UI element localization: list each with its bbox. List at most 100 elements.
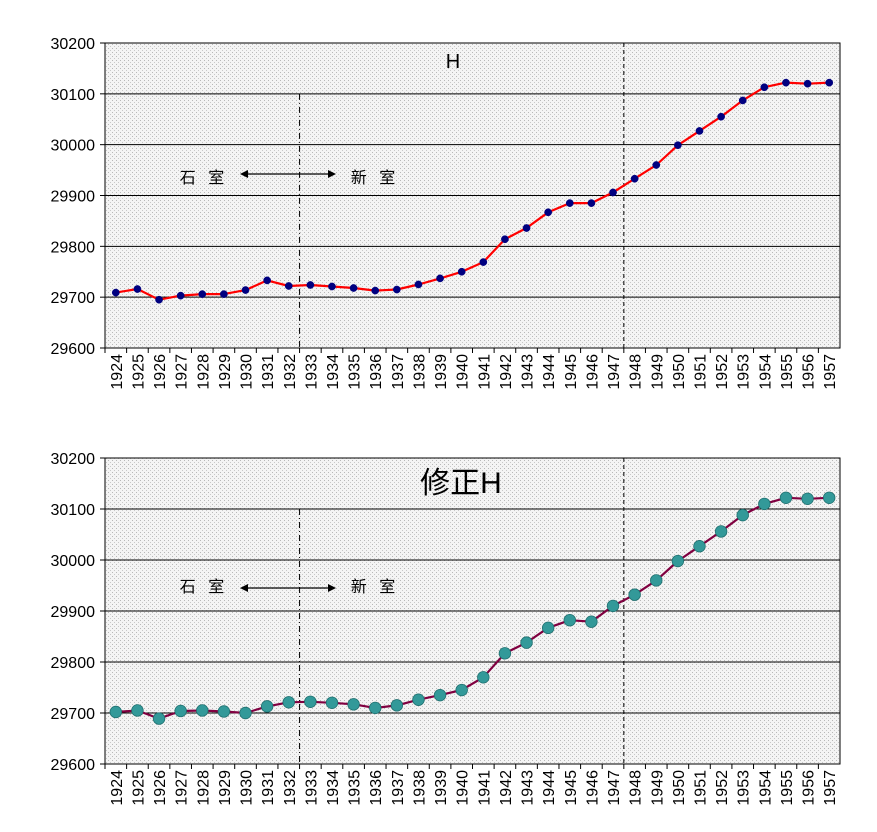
separators-h [299, 43, 625, 348]
data-point [369, 701, 382, 715]
x-tick-label: 1956 [801, 354, 818, 390]
x-tick-label: 1924 [109, 770, 126, 806]
data-point [328, 282, 336, 291]
x-tick-label: 1941 [476, 354, 493, 390]
annotation-stone-room-corrected-h: 石 室 [180, 578, 228, 596]
y-tick-labels-corrected-h: 30200 30100 30000 29900 29800 29700 29600 [51, 451, 96, 774]
data-point [347, 698, 360, 711]
x-tick-label: 1926 [152, 354, 169, 390]
annotation-stone-room-h: 石 室 [180, 169, 228, 187]
data-point [501, 235, 509, 244]
x-tick-label: 1948 [628, 354, 645, 390]
x-tick-label: 1925 [130, 354, 147, 390]
data-point [652, 161, 661, 169]
data-point [392, 285, 401, 294]
x-tick-label: 1948 [628, 770, 645, 806]
data-point [239, 706, 252, 720]
data-point [176, 291, 185, 300]
data-point [306, 281, 315, 289]
x-tick-label: 1927 [174, 354, 191, 390]
x-tick-label: 1928 [195, 354, 212, 390]
annotation-new-room-corrected-h: 新 室 [351, 578, 399, 596]
y-tick-label: 30100 [51, 502, 96, 519]
data-point [390, 699, 404, 712]
x-tick-label: 1947 [606, 354, 623, 390]
data-point [457, 267, 466, 276]
data-point [349, 284, 358, 292]
x-tick-label: 1944 [541, 354, 558, 390]
data-point [220, 290, 228, 298]
data-point [585, 615, 598, 628]
data-point [563, 613, 576, 627]
gridlines-corrected-h [100, 457, 840, 769]
data-point [477, 671, 490, 684]
x-tick-label: 1942 [498, 770, 515, 806]
data-point [131, 704, 144, 717]
x-tick-label: 1955 [779, 354, 796, 390]
data-point [714, 525, 728, 538]
x-tick-label: 1957 [822, 770, 839, 806]
data-point [241, 286, 250, 294]
data-point [738, 96, 747, 105]
x-tick-label: 1947 [606, 770, 623, 806]
y-tick-label: 30000 [51, 138, 96, 155]
data-point [111, 288, 120, 297]
x-tick-label: 1944 [541, 770, 558, 806]
x-tick-labels-corrected-h: 1924 1925 1926 1927 1928 1929 1930 1931 1932 1933… [109, 770, 839, 806]
data-point [628, 588, 641, 601]
data-point [109, 705, 123, 719]
y-tick-label: 30200 [51, 36, 96, 53]
chart-h: 30200 30100 30000 29900 29800 29700 29600 1924… [51, 36, 841, 390]
x-tick-label: 1955 [779, 770, 796, 806]
data-point [630, 174, 639, 183]
x-tick-label: 1935 [347, 354, 364, 390]
data-point [522, 224, 531, 232]
data-point [693, 540, 706, 553]
data-point [479, 258, 488, 266]
x-tick-label: 1929 [217, 354, 234, 390]
x-tick-label: 1939 [433, 354, 450, 390]
data-point [674, 141, 682, 150]
x-tick-label: 1950 [671, 354, 688, 390]
data-point [371, 286, 380, 295]
x-tick-label: 1953 [736, 770, 753, 806]
data-point [436, 274, 444, 283]
x-tick-label: 1940 [455, 354, 472, 390]
x-tick-label: 1942 [498, 354, 515, 390]
x-tick-label: 1946 [584, 770, 601, 806]
x-tick-label: 1931 [260, 354, 277, 390]
x-tick-label: 1939 [433, 770, 450, 806]
x-tick-label: 1943 [520, 354, 537, 390]
data-point [520, 636, 533, 649]
double-arrow-h [240, 170, 336, 178]
x-tick-label: 1941 [476, 770, 493, 806]
y-tick-label: 29800 [51, 655, 96, 672]
x-tick-label: 1951 [692, 354, 709, 390]
data-point [609, 188, 617, 197]
series-line-corrected-h [115, 496, 830, 720]
data-point [565, 199, 574, 207]
x-tick-label: 1933 [303, 770, 320, 806]
x-tick-label: 1936 [368, 354, 385, 390]
x-tick-label: 1926 [152, 770, 169, 806]
series-line [115, 81, 830, 301]
x-tick-label: 1943 [520, 770, 537, 806]
markers-h [111, 78, 834, 304]
markers-corrected-h [109, 491, 836, 725]
x-tick-label: 1931 [260, 770, 277, 806]
data-point [650, 574, 663, 587]
x-tick-label: 1954 [757, 770, 774, 806]
y-tick-labels-h: 30200 30100 30000 29900 29800 29700 29600 [51, 36, 96, 358]
x-tick-label: 1928 [195, 770, 212, 806]
y-tick-label: 29600 [51, 341, 96, 358]
data-point [736, 508, 749, 522]
data-point [433, 688, 447, 702]
x-tick-label: 1956 [801, 770, 818, 806]
separators-corrected-h [299, 458, 625, 764]
x-tick-label: 1929 [217, 770, 234, 806]
chart-title-h: H [446, 51, 460, 73]
data-point [455, 683, 468, 697]
data-point [155, 295, 163, 304]
data-point [412, 693, 425, 706]
